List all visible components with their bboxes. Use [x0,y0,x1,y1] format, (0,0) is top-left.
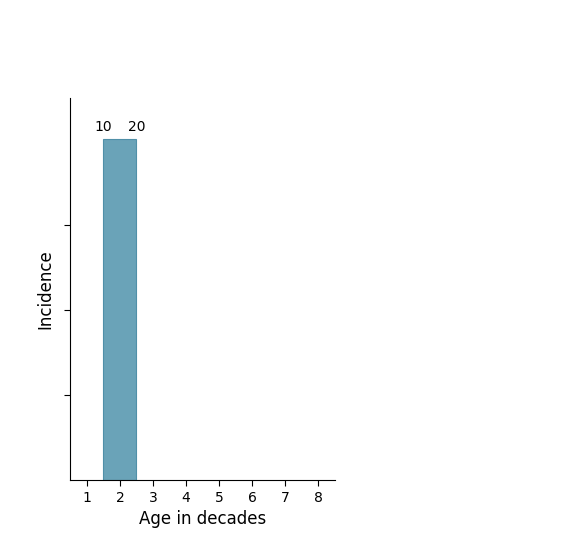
X-axis label: Age in decades: Age in decades [139,511,266,529]
Text: 20: 20 [128,120,145,134]
Bar [103,139,136,480]
Text: 10: 10 [95,120,112,134]
Y-axis label: Incidence: Incidence [36,250,55,329]
